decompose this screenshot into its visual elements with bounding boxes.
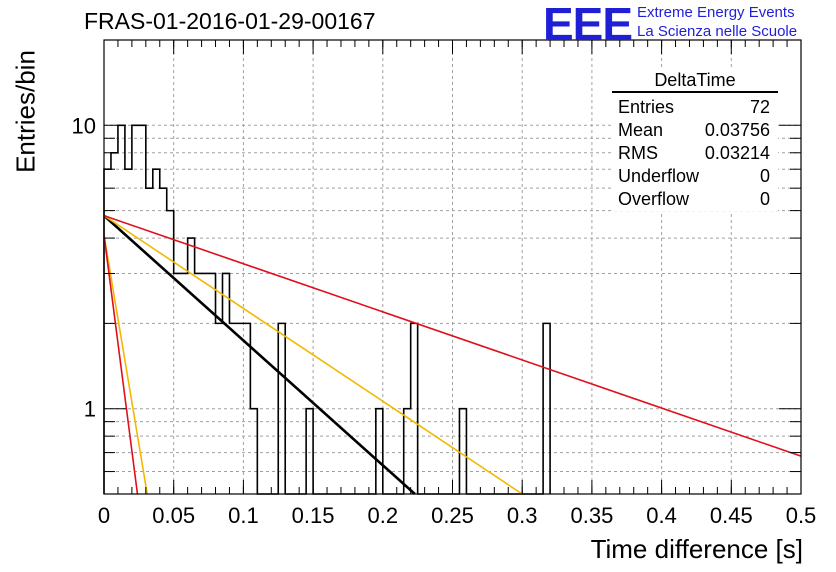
eee-logo: EEE bbox=[543, 0, 633, 50]
stats-label: Underflow bbox=[618, 166, 700, 186]
axis-ticks bbox=[103, 39, 802, 495]
histogram-step-outline bbox=[103, 124, 551, 495]
fit-line-1 bbox=[103, 214, 523, 495]
x-tick-label: 0.4 bbox=[646, 503, 677, 528]
tick-labels: 0 0.05 0.1 0.15 0.2 0.25 0.3 0.35 0.4 0.45 0.5 1 10 bbox=[72, 113, 817, 528]
stats-value: 0 bbox=[759, 189, 770, 209]
fit-line-0 bbox=[103, 214, 416, 495]
x-tick-label: 0.45 bbox=[710, 503, 753, 528]
x-tick-label: 0 bbox=[98, 503, 110, 528]
x-tick-label: 0.25 bbox=[431, 503, 474, 528]
y-tick-label: 10 bbox=[72, 113, 96, 138]
stats-row-rms: RMS 0.03214 bbox=[612, 142, 778, 165]
stats-value: 0.03214 bbox=[704, 143, 770, 163]
stats-value: 72 bbox=[749, 97, 770, 117]
logo-line-2: La Scienza nelle Scuole bbox=[637, 23, 798, 40]
stats-row-overflow: Overflow 0 bbox=[612, 188, 778, 211]
chart-title: FRAS-01-2016-01-29-00167 bbox=[84, 8, 376, 34]
histogram-series bbox=[103, 124, 551, 495]
x-axis-label: Time difference [s] bbox=[590, 534, 803, 564]
x-tick-label: 0.5 bbox=[786, 503, 817, 528]
stats-row-underflow: Underflow 0 bbox=[612, 165, 778, 188]
fit-line-4 bbox=[103, 234, 139, 495]
stats-label: Entries bbox=[618, 97, 675, 117]
stats-row-mean: Mean 0.03756 bbox=[612, 119, 778, 142]
x-tick-label: 0.35 bbox=[570, 503, 613, 528]
fit-line-2 bbox=[103, 214, 802, 457]
stats-box-title: DeltaTime bbox=[612, 70, 778, 93]
stats-label: Mean bbox=[618, 120, 664, 140]
stats-value: 0 bbox=[759, 166, 770, 186]
stats-label: Overflow bbox=[618, 189, 690, 209]
y-tick-label: 1 bbox=[84, 397, 96, 422]
logo-line-1: Extreme Energy Events bbox=[637, 4, 795, 21]
x-tick-label: 0.05 bbox=[152, 503, 195, 528]
stats-value: 0.03756 bbox=[704, 120, 770, 140]
x-tick-label: 0.15 bbox=[292, 503, 335, 528]
fit-lines bbox=[103, 214, 802, 495]
stats-row-entries: Entries 72 bbox=[612, 96, 778, 119]
stats-label: RMS bbox=[618, 143, 658, 163]
stats-box: DeltaTime Entries 72 Mean 0.03756 RMS 0.… bbox=[612, 70, 778, 211]
x-tick-label: 0.3 bbox=[507, 503, 538, 528]
y-axis-label: Entries/bin bbox=[10, 50, 41, 173]
fit-line-3 bbox=[103, 234, 149, 495]
x-tick-label: 0.2 bbox=[368, 503, 399, 528]
x-tick-label: 0.1 bbox=[228, 503, 259, 528]
